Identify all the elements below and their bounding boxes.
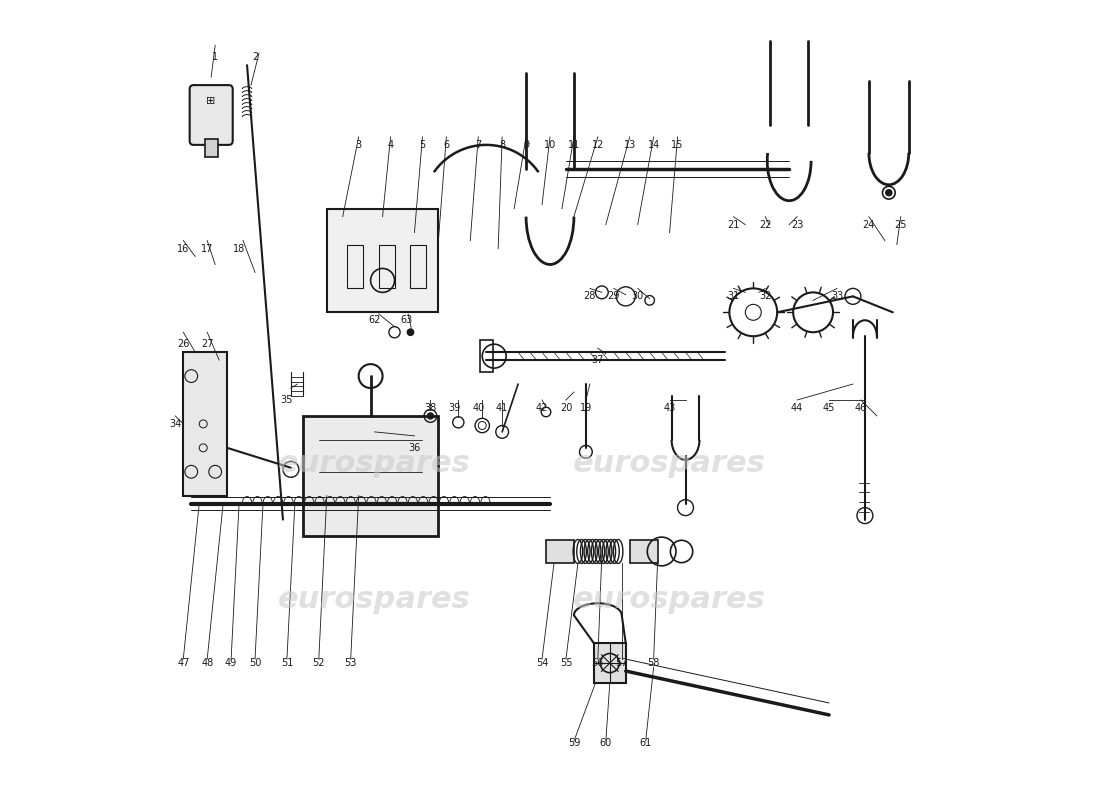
Circle shape [407, 329, 414, 335]
Text: 36: 36 [408, 443, 420, 453]
Text: 39: 39 [448, 403, 461, 413]
Text: 21: 21 [727, 220, 739, 230]
Text: 27: 27 [201, 339, 213, 349]
Text: 46: 46 [855, 403, 867, 413]
FancyBboxPatch shape [189, 85, 233, 145]
Text: 37: 37 [592, 355, 604, 365]
Text: eurospares: eurospares [278, 450, 471, 478]
Text: 11: 11 [568, 140, 580, 150]
Text: 33: 33 [830, 291, 843, 302]
Text: 63: 63 [400, 315, 412, 326]
Text: 25: 25 [894, 220, 908, 230]
Text: 12: 12 [592, 140, 604, 150]
Bar [184, 352, 227, 496]
Text: 26: 26 [177, 339, 189, 349]
Bar [378, 245, 395, 288]
Text: 48: 48 [201, 658, 213, 668]
Bar [629, 539, 658, 563]
Text: 35: 35 [280, 395, 293, 405]
Text: 62: 62 [368, 315, 381, 326]
Bar [302, 416, 439, 535]
Text: 60: 60 [600, 738, 612, 748]
Text: 34: 34 [169, 419, 182, 429]
Text: 8: 8 [499, 140, 505, 150]
Text: 4: 4 [387, 140, 394, 150]
Text: 40: 40 [472, 403, 484, 413]
Text: 13: 13 [624, 140, 636, 150]
Text: 15: 15 [671, 140, 684, 150]
Text: 56: 56 [592, 658, 604, 668]
Text: 32: 32 [759, 291, 771, 302]
Text: 3: 3 [355, 140, 362, 150]
Bar [594, 643, 626, 683]
Text: 49: 49 [226, 658, 238, 668]
Bar [546, 539, 574, 563]
Text: 20: 20 [560, 403, 572, 413]
Text: 50: 50 [249, 658, 261, 668]
Text: 58: 58 [648, 658, 660, 668]
Text: 29: 29 [607, 291, 620, 302]
Text: eurospares: eurospares [278, 585, 471, 614]
Text: 59: 59 [568, 738, 580, 748]
Text: eurospares: eurospares [573, 450, 766, 478]
Text: 24: 24 [862, 220, 876, 230]
Text: 53: 53 [344, 658, 356, 668]
Bar [327, 209, 439, 312]
Text: 22: 22 [759, 220, 771, 230]
Text: 55: 55 [560, 658, 572, 668]
Text: 19: 19 [580, 403, 592, 413]
Text: 31: 31 [727, 291, 739, 302]
Circle shape [886, 190, 892, 196]
Text: 61: 61 [639, 738, 652, 748]
Text: 52: 52 [312, 658, 326, 668]
Text: 41: 41 [496, 403, 508, 413]
Bar [480, 340, 493, 372]
Text: 16: 16 [177, 243, 189, 254]
Text: 5: 5 [419, 140, 426, 150]
Text: 6: 6 [443, 140, 450, 150]
Bar [346, 245, 363, 288]
Text: 14: 14 [648, 140, 660, 150]
Text: 2: 2 [252, 52, 258, 62]
Text: 44: 44 [791, 403, 803, 413]
Text: 38: 38 [425, 403, 437, 413]
Text: 18: 18 [233, 243, 245, 254]
Text: eurospares: eurospares [573, 585, 766, 614]
Text: 51: 51 [280, 658, 293, 668]
Text: 54: 54 [536, 658, 548, 668]
Text: 23: 23 [791, 220, 803, 230]
Text: 47: 47 [177, 658, 189, 668]
Text: 42: 42 [536, 403, 548, 413]
Text: 45: 45 [823, 403, 835, 413]
Text: 17: 17 [201, 243, 213, 254]
Text: 1: 1 [212, 52, 218, 62]
Text: 28: 28 [584, 291, 596, 302]
Text: 9: 9 [522, 140, 529, 150]
Text: 7: 7 [475, 140, 482, 150]
Text: 10: 10 [543, 140, 557, 150]
Text: ⊞: ⊞ [207, 96, 216, 106]
Circle shape [427, 413, 433, 419]
Text: 43: 43 [663, 403, 675, 413]
Text: 57: 57 [616, 658, 628, 668]
Text: 30: 30 [631, 291, 644, 302]
Bar [410, 245, 427, 288]
Bar [205, 139, 218, 157]
